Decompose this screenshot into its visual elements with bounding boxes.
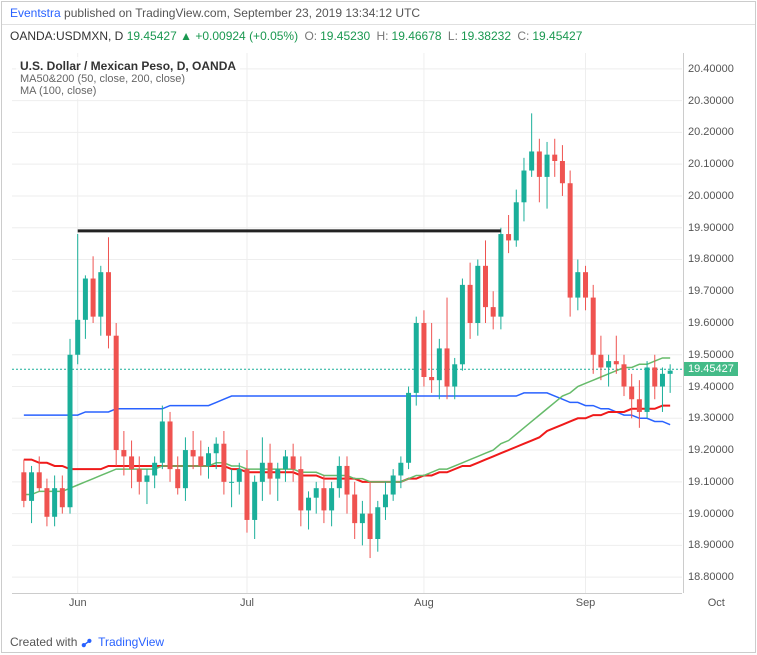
plot-area[interactable] [12,53,682,593]
y-tick-label: 20.40000 [688,63,734,75]
created-with-label: Created with [10,635,77,649]
x-tick-label: Aug [414,597,434,609]
arrow-up-icon: ▲ [180,29,192,43]
tradingview-brand[interactable]: TradingView [98,635,164,649]
x-axis[interactable]: JunJulAugSepOct [12,593,682,613]
publisher[interactable]: Eventstra [10,6,61,20]
chart-legend: U.S. Dollar / Mexican Peso, D, OANDA MA5… [16,57,240,99]
y-tick-label: 19.50000 [688,349,734,361]
last-price: 19.45427 [127,29,177,43]
x-tick-label: Jul [240,597,254,609]
y-tick-label: 19.40000 [688,381,734,393]
y-tick-label: 18.90000 [688,539,734,551]
publish-label: published on TradingView.com, [64,6,230,20]
y-tick-label: 20.00000 [688,190,734,202]
publish-timestamp: September 23, 2019 13:34:12 UTC [233,6,420,20]
y-tick-label: 19.30000 [688,412,734,424]
y-tick-label: 20.20000 [688,126,734,138]
legend-title: U.S. Dollar / Mexican Peso, D, OANDA [20,59,236,73]
info-bar: OANDA:USDMXN, D 19.45427 ▲ +0.00924 (+0.… [2,25,755,47]
y-tick-label: 19.20000 [688,444,734,456]
ohlc: O:19.45230 H:19.46678 L:19.38232 C:19.45… [301,29,582,43]
y-tick-label: 20.10000 [688,158,734,170]
chart-container: Eventstra published on TradingView.com, … [1,1,756,653]
change: +0.00924 [195,29,245,43]
symbol[interactable]: OANDA:USDMXN, D [10,29,123,43]
price-badge: 19.45427 [684,362,738,376]
publish-header: Eventstra published on TradingView.com, … [2,2,755,25]
y-tick-label: 19.00000 [688,508,734,520]
change-pct: (+0.05%) [249,29,298,43]
x-tick-label: Oct [708,597,725,609]
footer: Created with TradingView [10,635,164,649]
legend-ma-line: MA50&200 (50, close, 200, close) [20,73,236,85]
x-tick-label: Jun [69,597,87,609]
y-tick-label: 19.10000 [688,476,734,488]
x-tick-label: Sep [576,597,596,609]
chart-area[interactable]: U.S. Dollar / Mexican Peso, D, OANDA MA5… [2,47,755,617]
legend-ma100-line: MA (100, close) [20,85,236,97]
y-tick-label: 19.60000 [688,317,734,329]
y-tick-label: 19.80000 [688,253,734,265]
y-tick-label: 19.90000 [688,222,734,234]
y-axis[interactable]: 20.40000 20.30000 20.20000 20.10000 20.00000… [683,53,755,593]
y-tick-label: 19.70000 [688,285,734,297]
y-tick-label: 18.80000 [688,571,734,583]
tradingview-icon [81,638,95,648]
chart-svg [12,53,682,593]
y-tick-label: 20.30000 [688,95,734,107]
